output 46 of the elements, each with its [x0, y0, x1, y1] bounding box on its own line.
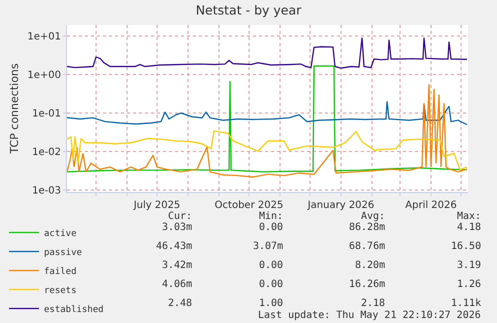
x-tick-label: July 2025 [132, 200, 180, 211]
y-tick-label: 1e-02 [32, 147, 61, 158]
text: Min: [259, 211, 284, 222]
legend-label: active [44, 229, 77, 240]
text: 16.50 [451, 241, 482, 252]
text: 3.42m [162, 260, 192, 271]
y-tick-label: 1e+01 [27, 31, 61, 42]
text: 16.26m [349, 279, 386, 290]
line-series [67, 100, 468, 126]
text: 68.76m [349, 241, 386, 252]
text: 0.00 [259, 260, 284, 271]
text: 3.07m [253, 241, 284, 252]
text: 8.20m [355, 260, 386, 271]
line-series [67, 37, 468, 69]
text: 3.03m [162, 222, 192, 233]
text: 1.11k [451, 298, 482, 309]
line-series [67, 84, 468, 178]
text: Avg: [361, 211, 386, 222]
text: 2.18 [361, 298, 386, 309]
y-tick-label: 1e-03 [32, 186, 61, 197]
x-tick-label: October 2025 [214, 200, 284, 211]
x-tick-label: January 2026 [306, 200, 374, 211]
text: 4.06m [162, 279, 192, 290]
text: Last update: Thu May 21 22:10:27 2026 [258, 310, 481, 321]
y-tick-label: 1e+00 [27, 70, 61, 81]
y-tick-label: 1e-01 [32, 108, 61, 120]
legend-label: resets [44, 286, 77, 296]
text: 0.00 [259, 279, 284, 290]
legend-label: passive [44, 248, 82, 258]
text: 1.26 [457, 279, 482, 290]
text: 4.18 [457, 222, 482, 233]
text: 86.28m [349, 222, 386, 233]
chart-title: Netstat - by year [196, 2, 302, 18]
text: 46.43m [156, 241, 192, 252]
text: Max: [457, 211, 482, 222]
y-axis-title: TCP connections [8, 63, 22, 155]
legend-label: established [44, 305, 104, 316]
text: 0.00 [259, 222, 284, 233]
text: Cur: [168, 211, 192, 222]
line-series [67, 65, 468, 172]
text: 3.19 [457, 260, 482, 271]
legend-label: failed [44, 267, 77, 278]
line-series [67, 130, 468, 170]
x-tick-label: April 2026 [405, 200, 457, 211]
text: 2.48 [168, 298, 192, 309]
text: 1.00 [259, 298, 284, 309]
